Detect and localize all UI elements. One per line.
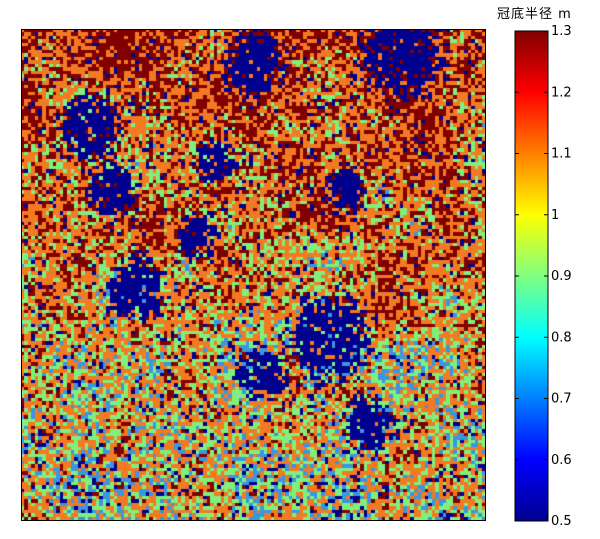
colorbar-tick-label: 1.3 <box>551 24 572 39</box>
colorbar-tick-label: 0.7 <box>551 392 572 407</box>
colorbar-tick-label: 0.8 <box>551 330 572 345</box>
heatmap-cells <box>21 29 486 521</box>
colorbar-tick-label: 0.6 <box>551 453 572 468</box>
colorbar-tick-label: 1.2 <box>551 85 572 100</box>
colorbar-tick-label: 0.9 <box>551 269 572 284</box>
colorbar-tick-label: 0.5 <box>551 514 572 529</box>
colorbar-tick-label: 1.1 <box>551 147 572 162</box>
colorbar-ticks: 1.3 1.2 1.1 1 0.9 0.8 0.7 0.6 0.5 <box>515 24 572 529</box>
colorbar-gradient <box>514 30 549 522</box>
colorbar-tick-label: 1 <box>551 208 559 223</box>
colorbar-title: 冠底半径 m <box>497 7 572 22</box>
heatmap-plot-area <box>21 29 486 521</box>
